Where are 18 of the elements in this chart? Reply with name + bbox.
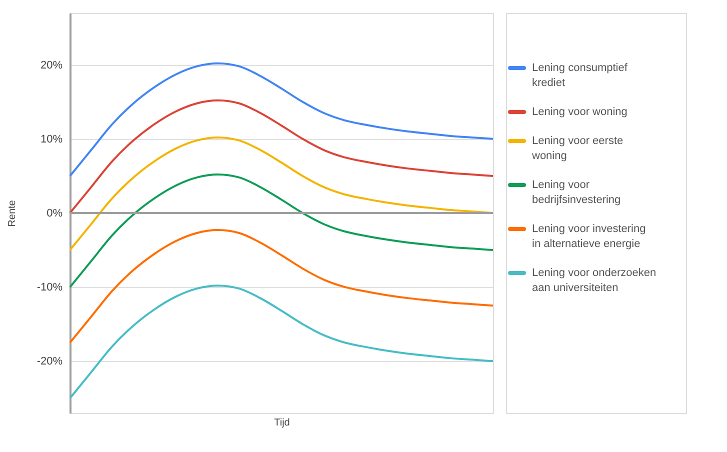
y-tick-label: 10% <box>40 133 63 146</box>
y-tick-label: -20% <box>36 356 63 368</box>
legend-label: Lening voor eerste woning <box>531 135 624 162</box>
line-series <box>69 62 494 177</box>
legend-label: Lening voor investering in alternatieve energie <box>532 223 646 250</box>
y-tick-label: 0% <box>46 208 63 220</box>
y-axis-title: Rente <box>6 200 18 227</box>
legend-label: Lening voor onderzoeken aan universiteiten <box>532 267 656 294</box>
line-series <box>69 173 494 288</box>
line-series <box>69 284 494 400</box>
x-axis-title: Tijd <box>274 418 290 428</box>
y-tick-label: 20% <box>40 59 63 72</box>
legend-label: Lening consumptief krediet <box>532 62 628 89</box>
y-tick-label: -10% <box>36 282 63 294</box>
legend-label: Lening voor bedrijfsinvestering <box>532 179 621 206</box>
line-series <box>69 229 494 344</box>
line-series <box>69 99 494 214</box>
legend-label: Lening voor woning <box>532 106 628 118</box>
